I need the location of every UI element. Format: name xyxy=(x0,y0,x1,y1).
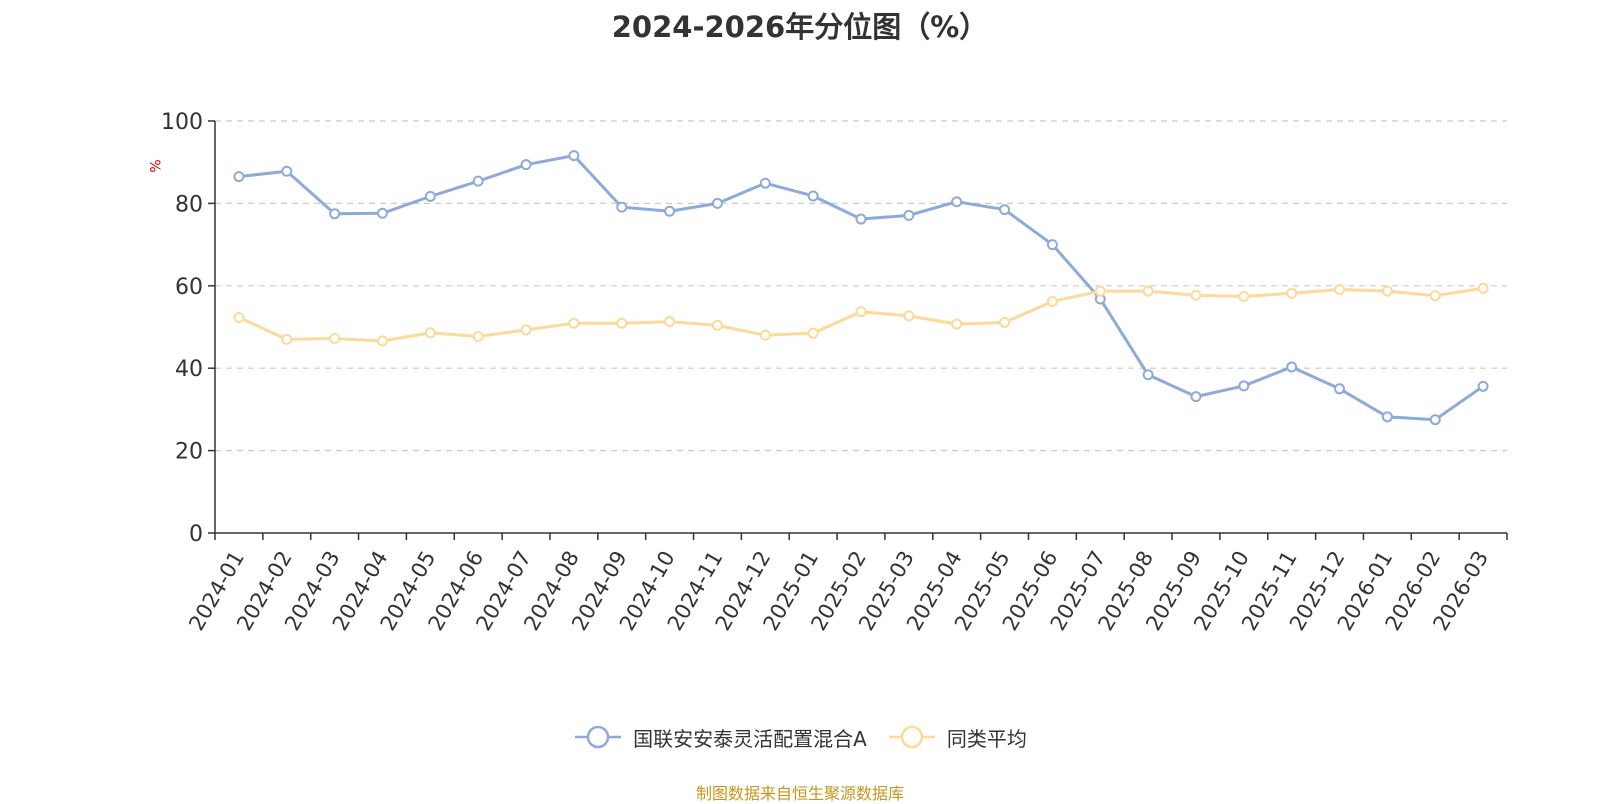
data-point xyxy=(1046,239,1058,251)
chart-title: 2024-2026年分位图（%） xyxy=(611,10,989,44)
legend-marker-icon xyxy=(575,725,622,749)
data-point xyxy=(424,190,436,202)
data-point xyxy=(1286,287,1298,299)
data-point xyxy=(1429,414,1441,426)
y-tick-label: 80 xyxy=(175,192,203,217)
data-point xyxy=(329,208,341,220)
data-point xyxy=(999,204,1011,216)
data-point xyxy=(1142,285,1154,297)
data-point xyxy=(1334,284,1346,296)
legend: 国联安安泰灵活配置混合A 同类平均 xyxy=(0,722,1600,752)
data-point xyxy=(568,150,580,162)
source-note: 制图数据来自恒生聚源数据库 xyxy=(695,784,904,803)
data-point xyxy=(711,319,723,331)
y-tick-label: 0 xyxy=(189,522,203,547)
data-point xyxy=(951,196,963,208)
data-point xyxy=(233,171,245,183)
data-point xyxy=(1381,285,1393,297)
data-point xyxy=(1381,411,1393,423)
data-point xyxy=(472,330,484,342)
data-point xyxy=(1238,380,1250,392)
data-point xyxy=(855,213,867,225)
data-point xyxy=(1190,391,1202,403)
legend-label: 同类平均 xyxy=(946,726,1027,751)
data-point xyxy=(616,201,628,213)
data-point xyxy=(1477,282,1489,294)
data-point xyxy=(1429,290,1441,302)
data-point xyxy=(1477,380,1489,392)
data-point xyxy=(1334,383,1346,395)
data-point xyxy=(855,306,867,318)
data-point xyxy=(1142,369,1154,381)
data-point xyxy=(1286,361,1298,373)
data-point xyxy=(1046,295,1058,307)
data-point xyxy=(568,317,580,329)
legend-label: 国联安安泰灵活配置混合A xyxy=(633,726,867,751)
data-point xyxy=(1190,289,1202,301)
data-point xyxy=(807,327,819,339)
legend-item-2[interactable]: 同类平均 xyxy=(887,722,1027,752)
data-point xyxy=(1094,285,1106,297)
data-point xyxy=(999,316,1011,328)
y-tick-label: 60 xyxy=(175,275,203,300)
data-point xyxy=(664,316,676,328)
data-point xyxy=(616,317,628,329)
data-point xyxy=(329,333,341,345)
data-point xyxy=(376,335,388,347)
y-tick-label: 20 xyxy=(175,440,203,465)
data-point xyxy=(951,318,963,330)
y-tick-label: 40 xyxy=(175,357,203,382)
data-point xyxy=(711,197,723,209)
data-point xyxy=(424,327,436,339)
data-point xyxy=(520,324,532,336)
data-point xyxy=(903,310,915,322)
y-tick-label: 100 xyxy=(161,110,203,135)
data-point xyxy=(1238,291,1250,303)
data-point xyxy=(376,207,388,219)
data-point xyxy=(759,329,771,341)
legend-item-1[interactable]: 国联安安泰灵活配置混合A xyxy=(573,722,867,752)
data-point xyxy=(807,190,819,202)
data-point xyxy=(664,205,676,217)
grid-lines xyxy=(215,120,1507,452)
data-point xyxy=(281,165,293,177)
data-point xyxy=(520,159,532,171)
data-point xyxy=(472,175,484,187)
series-lines xyxy=(233,150,1489,426)
data-point xyxy=(903,209,915,221)
data-point xyxy=(759,177,771,189)
data-point xyxy=(233,312,245,324)
legend-marker-icon xyxy=(888,725,935,749)
data-point xyxy=(281,333,293,345)
